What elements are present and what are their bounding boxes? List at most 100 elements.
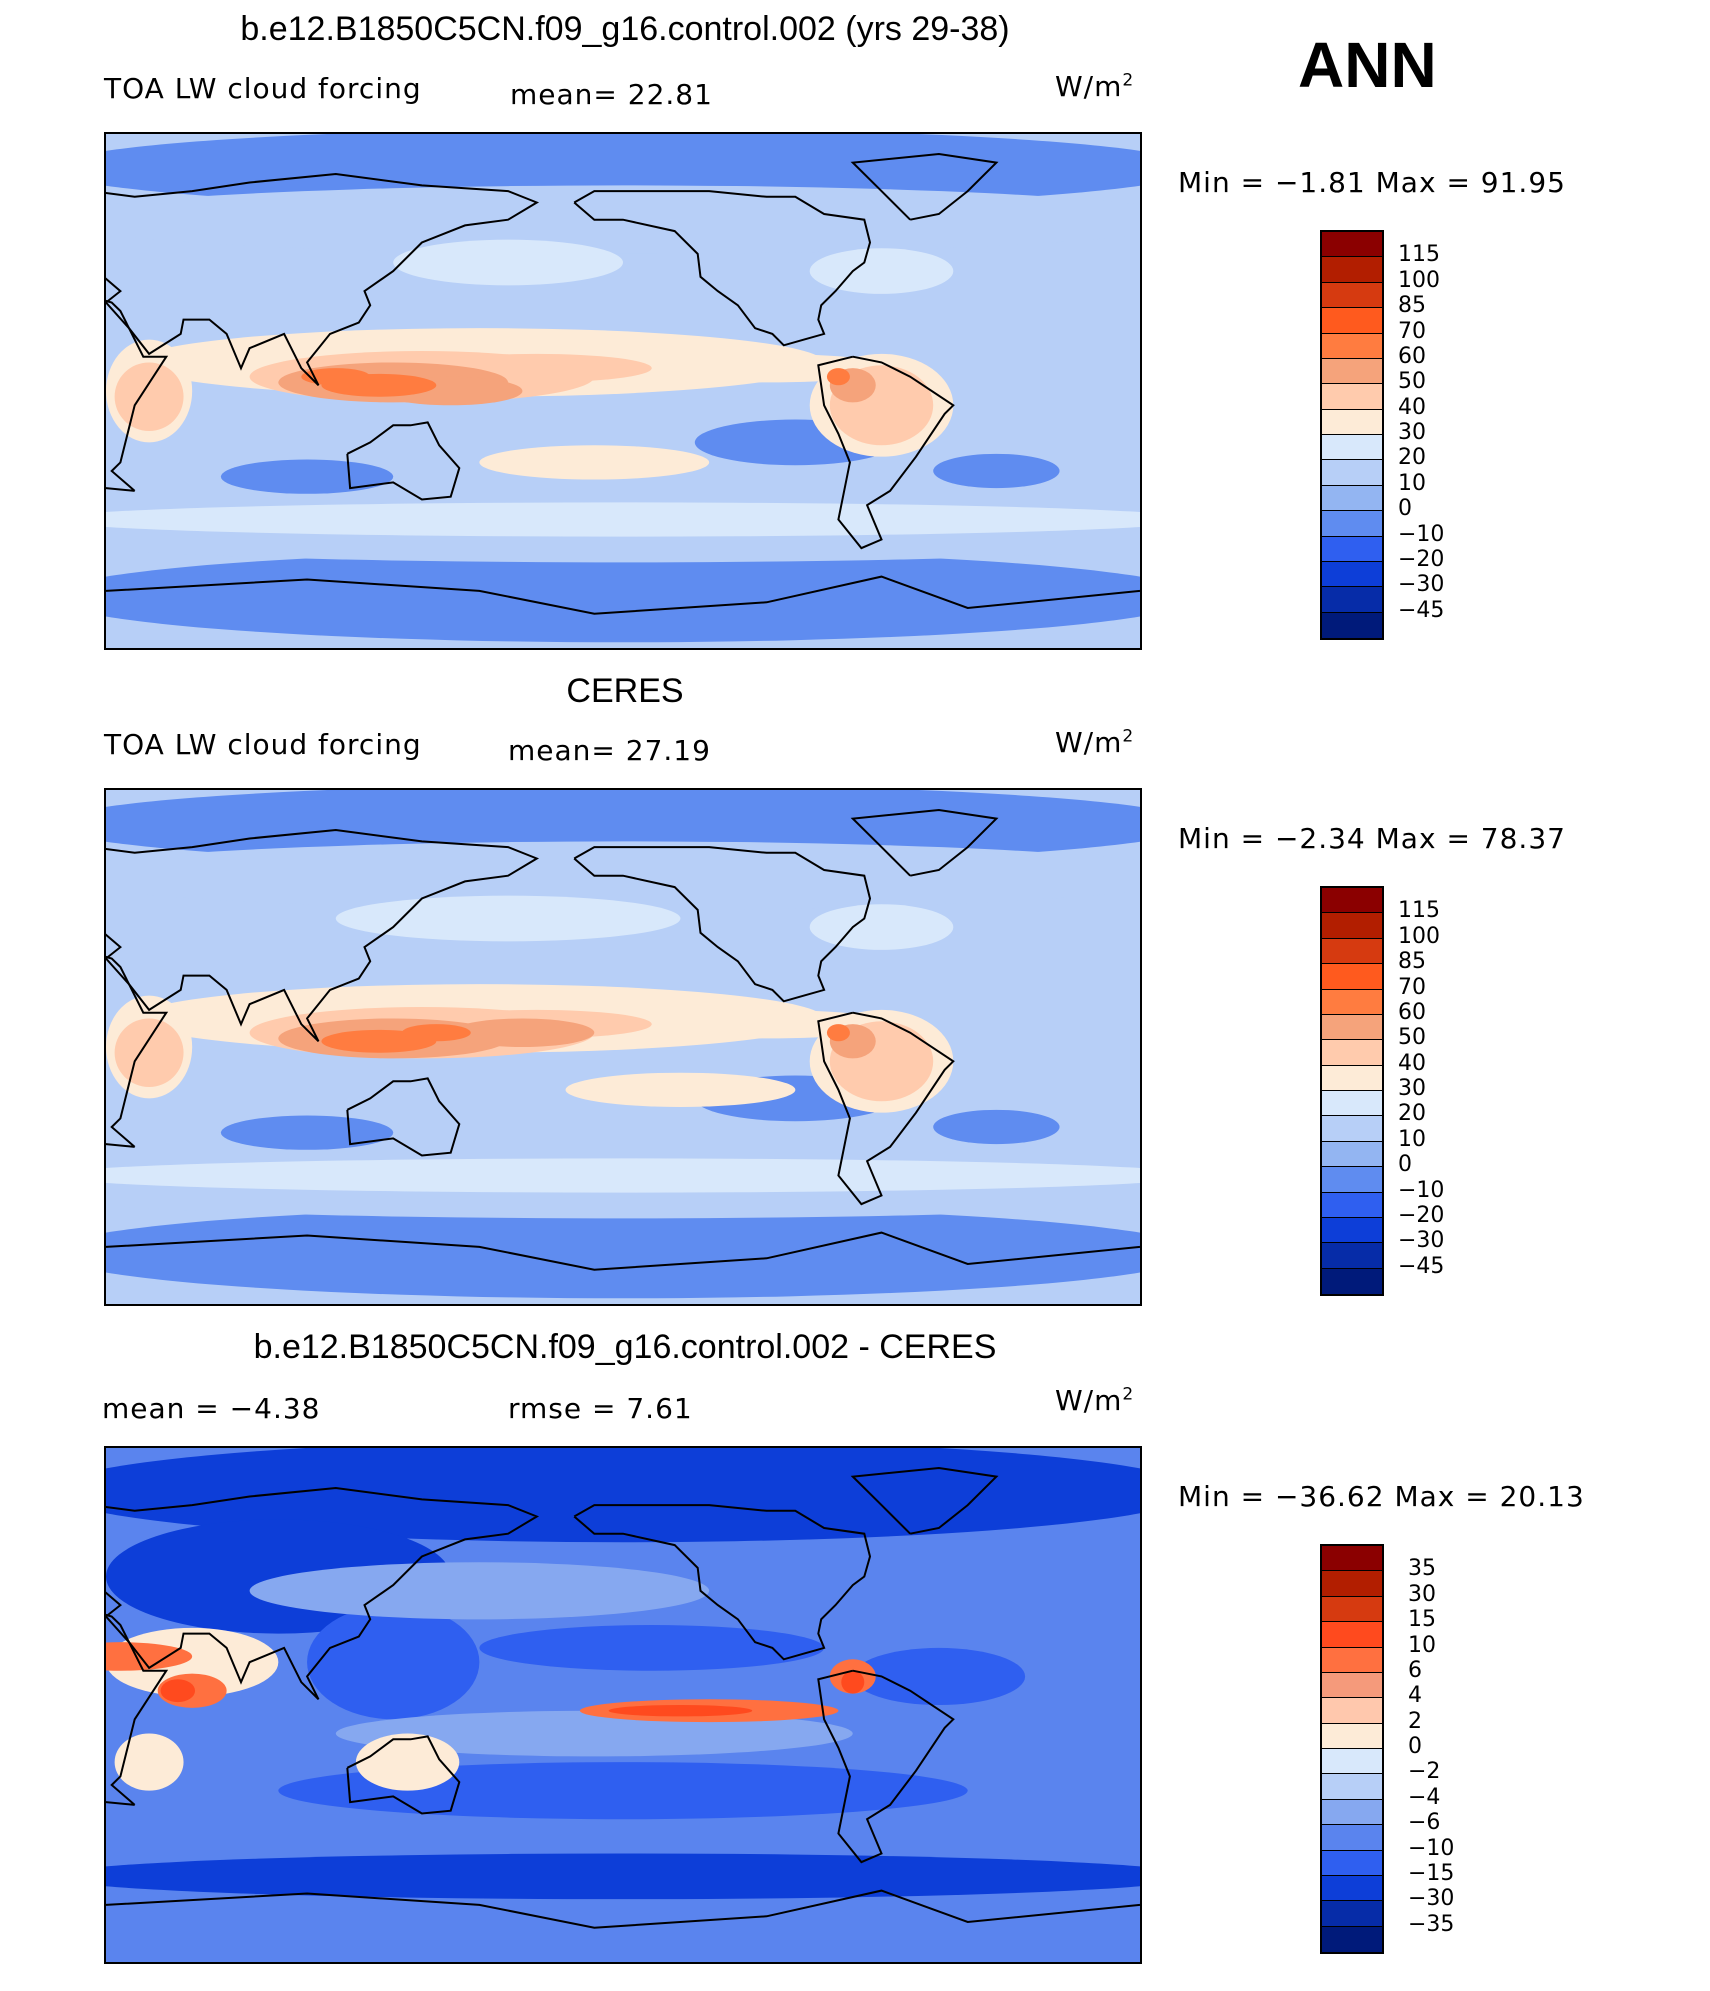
contour-region (933, 453, 1060, 489)
colorbar-tick-label: −30 (1398, 1228, 1445, 1254)
contour-region (106, 1448, 1140, 1543)
colorbar-tick-label: −15 (1408, 1860, 1455, 1886)
colorbar-tick-label: 115 (1398, 242, 1440, 268)
colorbar-swatch (1322, 1065, 1382, 1091)
coastline (850, 1466, 999, 1535)
colorbar-swatch (1322, 1268, 1382, 1294)
coastline (106, 575, 1140, 615)
contour-region (106, 1853, 1140, 1900)
contour-region (826, 1024, 850, 1042)
colorbar-swatch (1322, 257, 1382, 283)
coastline (817, 355, 955, 550)
contour-region (479, 445, 710, 480)
colorbar-tick-label: 15 (1408, 1607, 1436, 1633)
colorbar-tick-label: −6 (1408, 1810, 1441, 1836)
colorbar-tick-label: 10 (1408, 1632, 1436, 1658)
contour-region (852, 1647, 1026, 1705)
colorbar-swatch (1322, 1091, 1382, 1117)
colorbar-tick-label: 20 (1398, 1101, 1426, 1127)
colorbar-swatch (1322, 913, 1382, 939)
coastline (346, 421, 461, 501)
contour-region (393, 239, 623, 286)
contour-region (249, 1562, 710, 1620)
colorbar-tick-label: 2 (1408, 1708, 1422, 1734)
colorbar-tick-label: 30 (1408, 1581, 1436, 1607)
colorbar-tick-label: −4 (1408, 1784, 1441, 1810)
colorbar-tick-label: 30 (1398, 1076, 1426, 1101)
panel1-title: b.e12.B1850C5CN.f09_g16.control.002 (yrs… (240, 10, 1010, 48)
colorbar-swatch (1322, 1040, 1382, 1066)
coastline (573, 1504, 872, 1661)
contour-region (335, 895, 681, 942)
colorbar-swatch (1322, 1723, 1382, 1749)
colorbar-swatch (1322, 888, 1382, 914)
panel2-map (104, 788, 1142, 1306)
coastline (106, 828, 540, 1043)
panel1-colorbar (1320, 230, 1384, 640)
colorbar-tick-label: −45 (1398, 597, 1445, 623)
colorbar-swatch (1322, 1799, 1382, 1826)
colorbar-tick-label: −35 (1408, 1911, 1455, 1937)
colorbar-tick-label: −30 (1408, 1886, 1455, 1912)
colorbar-tick-label: 85 (1398, 949, 1426, 975)
colorbar-tick-label: −30 (1398, 572, 1445, 598)
colorbar-swatch (1322, 1116, 1382, 1142)
coastline (106, 1889, 1140, 1929)
coastline (106, 1231, 1140, 1271)
colorbar-tick-label: 6 (1408, 1657, 1422, 1683)
colorbar-tick-label: 4 (1408, 1683, 1422, 1709)
panel1-map (104, 132, 1142, 650)
colorbar-tick-label: −10 (1408, 1835, 1455, 1861)
coastline (817, 1669, 955, 1864)
colorbar-swatch (1322, 1243, 1382, 1269)
coastline (346, 1735, 461, 1815)
colorbar-tick-label: 100 (1398, 267, 1440, 293)
colorbar-swatch (1322, 536, 1382, 562)
contour-region (335, 1710, 853, 1757)
colorbar-swatch (1322, 938, 1382, 965)
panel3-minmax: Min = −36.62 Max = 20.13 (1178, 1480, 1585, 1513)
colorbar-swatch (1322, 460, 1382, 486)
panel1-minmax: Min = −1.81 Max = 91.95 (1178, 166, 1566, 199)
panel2-mean: mean= 27.19 (508, 734, 711, 767)
contour-region (479, 1625, 825, 1671)
colorbar-swatch (1322, 612, 1382, 638)
colorbar-swatch (1322, 1622, 1382, 1648)
colorbar-tick-label: 50 (1398, 1025, 1426, 1051)
coastline (850, 808, 999, 877)
coastline (346, 1077, 461, 1157)
colorbar-swatch (1322, 282, 1382, 309)
coastline (106, 1613, 169, 1806)
colorbar-swatch (1322, 308, 1382, 334)
colorbar-swatch (1322, 409, 1382, 435)
colorbar-swatch (1322, 561, 1382, 588)
colorbar-swatch (1322, 1596, 1382, 1623)
colorbar-swatch (1322, 1875, 1382, 1902)
contour-region (114, 1733, 184, 1791)
colorbar-tick-label: 10 (1398, 1126, 1426, 1152)
colorbar-tick-label: 70 (1398, 318, 1426, 344)
colorbar-tick-label: 70 (1398, 974, 1426, 1000)
colorbar-swatch (1322, 1901, 1382, 1927)
colorbar-swatch (1322, 358, 1382, 385)
colorbar-tick-label: −10 (1398, 521, 1445, 547)
colorbar-tick-label: 20 (1398, 445, 1426, 471)
contour-region (114, 1018, 184, 1087)
contour-region (608, 1705, 753, 1717)
coastline (106, 172, 540, 387)
contour-region (307, 1605, 480, 1720)
contour-region (114, 362, 184, 431)
panel2-title: CERES (566, 672, 684, 710)
colorbar-swatch (1322, 587, 1382, 613)
colorbar-swatch (1322, 1698, 1382, 1724)
colorbar-tick-label: −20 (1398, 546, 1445, 572)
colorbar-swatch (1322, 1926, 1382, 1952)
coastline (573, 846, 872, 1003)
colorbar-tick-label: 100 (1398, 923, 1440, 949)
coastline (106, 299, 169, 492)
contour-region (826, 368, 850, 386)
contour-region (106, 550, 1140, 643)
panel3-rmse: rmse = 7.61 (508, 1392, 693, 1425)
coastline (817, 1011, 955, 1206)
colorbar-swatch (1322, 1825, 1382, 1851)
